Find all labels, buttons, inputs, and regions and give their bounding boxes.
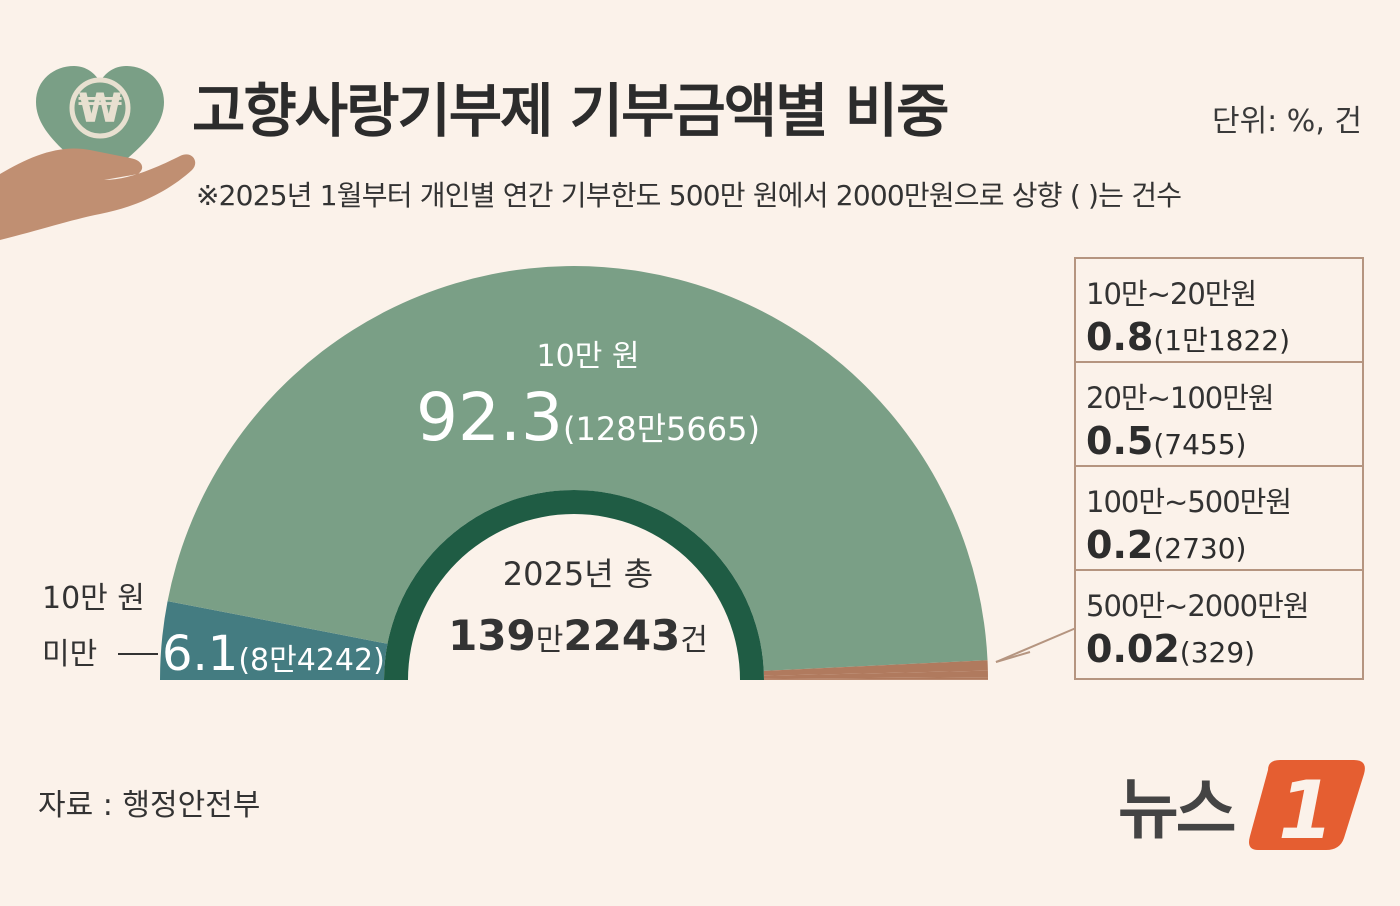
under-label-line1: 10만 원 <box>42 581 145 616</box>
segment-1 <box>167 266 988 671</box>
legend-count: (1만1822) <box>1153 324 1291 357</box>
under-segment-percent: 6.1 <box>162 626 238 682</box>
segment-0 <box>160 601 388 680</box>
main-segment-value: 92.3(128만5665) <box>416 379 760 456</box>
brand-mark-badge <box>1249 760 1365 850</box>
under-label-line2: 미만 <box>42 637 97 672</box>
legend-item-500-2000: 500만~2000만원 0.02(329) <box>1076 571 1362 675</box>
won-sign-icon: ₩ <box>78 86 122 132</box>
center-year-label: 2025년 총 <box>503 555 654 593</box>
legend-range: 500만~2000만원 <box>1086 589 1310 623</box>
news1-logo: 뉴스 1 <box>1118 760 1365 852</box>
legend-percent: 0.8 <box>1086 315 1154 359</box>
source-credit: 자료 : 행정안전부 <box>38 788 261 823</box>
legend-count: (2730) <box>1153 532 1247 565</box>
center-total: 139만2243건 <box>448 611 708 660</box>
center-total-b-unit: 건 <box>680 623 708 658</box>
legend-percent: 0.5 <box>1086 419 1154 463</box>
small-segments-legend: 10만~20만원 0.8(1만1822) 20만~100만원 0.5(7455)… <box>1074 257 1364 680</box>
legend-percent: 0.02 <box>1086 627 1180 671</box>
brand-text: 뉴스 <box>1118 771 1235 848</box>
inner-ring <box>384 490 764 680</box>
legend-percent: 0.2 <box>1086 523 1154 567</box>
legend-range: 10만~20만원 <box>1086 277 1257 311</box>
note-text: ※2025년 1월부터 개인별 연간 기부한도 500만 원에서 2000만원으… <box>196 179 1182 212</box>
legend-item-100-500: 100만~500만원 0.2(2730) <box>1076 467 1362 571</box>
heart-hand-logo: ₩ <box>0 66 196 240</box>
main-segment-label: 10만 원 <box>537 339 640 374</box>
hand-icon <box>0 148 196 240</box>
chart-segments <box>160 266 988 680</box>
center-total-a: 139 <box>448 611 536 660</box>
brand-mark: 1 <box>1278 764 1334 852</box>
page-title: 고향사랑기부제 기부금액별 비중 <box>192 77 949 145</box>
main-segment-percent: 92.3 <box>416 379 563 456</box>
legend-item-20-100: 20만~100만원 0.5(7455) <box>1076 363 1362 467</box>
center-total-b: 2243 <box>563 611 680 660</box>
under-segment-count: (8만4242) <box>238 643 384 678</box>
main-segment-count: (128만5665) <box>563 410 760 448</box>
small-segments-leader-line-2 <box>995 651 1031 663</box>
legend-count: (7455) <box>1153 428 1247 461</box>
center-total-a-unit: 만 <box>536 623 564 658</box>
segment-4 <box>763 677 988 680</box>
legend-count: (329) <box>1179 636 1256 669</box>
legend-range: 100만~500만원 <box>1086 485 1292 519</box>
legend-range: 20만~100만원 <box>1086 381 1275 415</box>
legend-item-10-20: 10만~20만원 0.8(1만1822) <box>1076 259 1362 363</box>
unit-label: 단위: %, 건 <box>1211 104 1362 139</box>
segment-2 <box>763 660 988 676</box>
small-segments-leader-line <box>995 627 1077 663</box>
under-segment-value: 6.1(8만4242) <box>162 626 385 682</box>
segment-3 <box>763 670 988 679</box>
coin-icon <box>69 77 131 139</box>
